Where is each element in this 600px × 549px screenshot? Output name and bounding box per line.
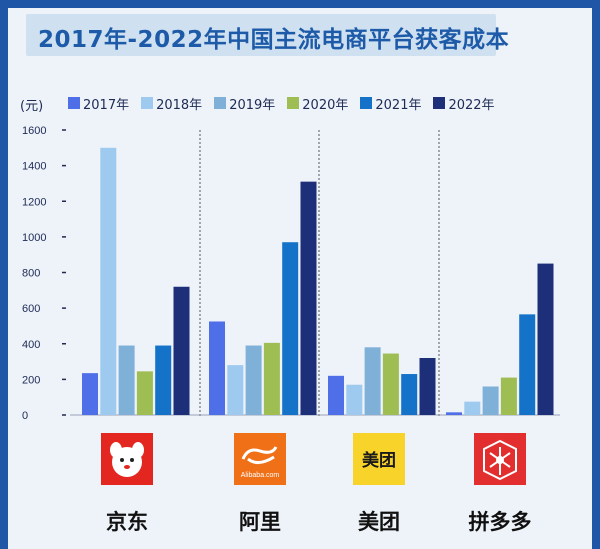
bar bbox=[364, 347, 381, 415]
legend-item: 2017年 bbox=[68, 94, 130, 113]
legend-swatch bbox=[360, 97, 373, 109]
jd-dog-logo bbox=[101, 433, 153, 485]
bar bbox=[282, 242, 299, 415]
legend-label: 2017年 bbox=[83, 97, 130, 113]
legend-item: 2022年 bbox=[433, 94, 495, 113]
y-tick-label: 1000 bbox=[22, 232, 46, 244]
legend-swatch bbox=[68, 97, 80, 109]
meituan-logo-text: 美团 bbox=[362, 450, 396, 471]
pinduoduo-logo bbox=[474, 433, 526, 485]
bar bbox=[419, 358, 436, 415]
bar bbox=[118, 345, 135, 415]
chart-title: 2017年-2022年中国主流电商平台获客成本 bbox=[38, 27, 510, 53]
alibaba-logo: Alibaba.com bbox=[234, 433, 286, 485]
bar bbox=[500, 377, 517, 415]
platform-name-jd: 京东 bbox=[106, 510, 148, 534]
legend-swatch bbox=[433, 97, 446, 109]
bar bbox=[173, 286, 190, 415]
platform-name-ali: 阿里 bbox=[239, 510, 281, 534]
bar bbox=[263, 342, 280, 415]
legend-swatch bbox=[141, 97, 154, 109]
platform-name-meituan: 美团 bbox=[358, 510, 400, 534]
y-tick-label: 200 bbox=[22, 374, 40, 386]
y-tick-label: 0 bbox=[22, 410, 28, 422]
y-tick-label: 600 bbox=[22, 303, 40, 315]
bar bbox=[346, 384, 363, 415]
bar bbox=[227, 365, 244, 415]
legend-item: 2019年 bbox=[214, 94, 276, 113]
legend-label: 2019年 bbox=[229, 97, 276, 113]
legend-item: 2018年 bbox=[141, 94, 203, 113]
legend-swatch bbox=[287, 97, 300, 109]
bar bbox=[464, 401, 481, 415]
legend-label: 2018年 bbox=[156, 97, 203, 113]
legend-label: 2020年 bbox=[302, 97, 349, 113]
legend-label: 2022年 bbox=[448, 97, 495, 113]
y-tick-label: 400 bbox=[22, 339, 40, 351]
title-box: 2017年-2022年中国主流电商平台获客成本 bbox=[26, 14, 509, 56]
bar bbox=[537, 263, 554, 415]
legend-swatch bbox=[214, 97, 227, 109]
y-tick-label: 800 bbox=[22, 268, 40, 280]
alibaba-logo-text: Alibaba.com bbox=[241, 472, 280, 479]
bar bbox=[155, 345, 172, 415]
y-unit-label: (元) bbox=[20, 99, 44, 114]
y-tick-label: 1600 bbox=[22, 125, 46, 137]
bar bbox=[519, 314, 536, 415]
bar bbox=[300, 181, 317, 415]
bar bbox=[401, 374, 418, 415]
bar bbox=[209, 321, 225, 415]
legend-item: 2020年 bbox=[287, 94, 349, 113]
bar bbox=[482, 386, 499, 415]
y-tick-label: 1400 bbox=[22, 161, 46, 173]
bar bbox=[245, 345, 262, 415]
bar bbox=[446, 412, 462, 415]
legend-item: 2021年 bbox=[360, 94, 422, 113]
platform-name-pdd: 拼多多 bbox=[468, 510, 532, 534]
bar bbox=[136, 371, 153, 415]
y-tick-label: 1200 bbox=[22, 196, 46, 208]
bar bbox=[82, 373, 98, 415]
bar bbox=[382, 353, 399, 415]
meituan-logo: 美团 bbox=[353, 433, 405, 485]
legend: 2017年 2018年 2019年 2020年 2021年 2022年 bbox=[68, 94, 507, 113]
bar bbox=[328, 375, 344, 415]
legend-label: 2021年 bbox=[375, 97, 422, 113]
bar bbox=[100, 147, 117, 415]
